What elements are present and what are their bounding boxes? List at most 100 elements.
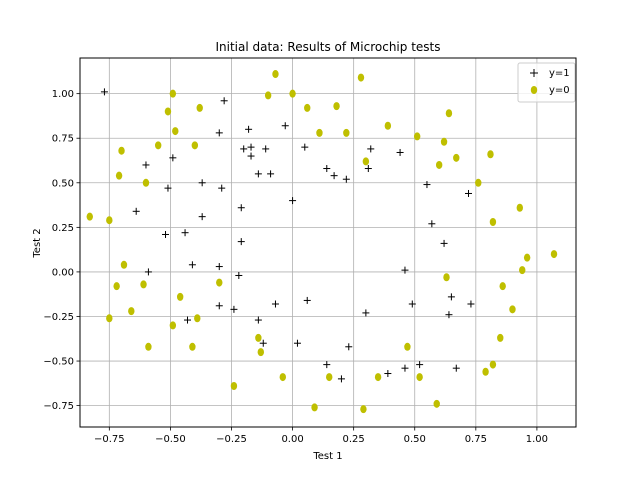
- y-tick-label: −0.25: [43, 312, 74, 323]
- data-point-y0: [445, 109, 453, 118]
- data-point-y1: [198, 179, 206, 187]
- data-point-y1: [447, 293, 455, 301]
- legend-marker-y0: [530, 86, 538, 94]
- data-point-y0: [106, 216, 113, 225]
- data-point-y1: [247, 152, 255, 160]
- series-y0: [86, 70, 558, 414]
- data-point-y0: [550, 250, 558, 259]
- data-point-y0: [230, 382, 238, 390]
- data-point-y0: [487, 150, 494, 159]
- data-point-y0: [172, 127, 179, 136]
- data-point-y0: [264, 91, 272, 100]
- x-tick-label: 1.00: [526, 434, 548, 445]
- y-tick-label: 0.00: [52, 267, 74, 278]
- data-point-y1: [247, 143, 255, 151]
- x-tick-label: 0.75: [465, 434, 487, 445]
- y-axis-ticks: −0.75 −0.50 −0.25 0.00 0.25 0.50 0.75 1.00: [43, 89, 80, 412]
- data-point-y1: [132, 207, 140, 215]
- x-axis-ticks: −0.75 −0.50 −0.25 0.00 0.25 0.50 0.75 1.00: [94, 427, 548, 445]
- data-point-y0: [443, 273, 450, 282]
- data-point-y0: [120, 260, 128, 269]
- data-point-y1: [364, 165, 372, 173]
- data-point-y1: [162, 230, 170, 238]
- data-point-y0: [453, 153, 460, 162]
- chart-title: Initial data: Results of Microchip tests: [216, 40, 441, 54]
- data-point-y0: [374, 373, 382, 382]
- data-point-y1: [218, 184, 226, 192]
- data-point-y1: [337, 375, 345, 383]
- data-point-y0: [304, 103, 311, 112]
- data-point-y0: [360, 405, 367, 414]
- data-point-y0: [519, 266, 526, 275]
- data-point-y1: [464, 189, 472, 197]
- legend: y=1 y=0: [517, 62, 576, 103]
- data-point-y0: [113, 282, 120, 291]
- data-point-y0: [362, 157, 370, 166]
- data-point-y1: [169, 154, 177, 162]
- data-point-y1: [259, 339, 267, 347]
- data-point-y1: [262, 145, 270, 153]
- data-point-y0: [118, 146, 125, 155]
- data-point-y0: [289, 89, 296, 98]
- data-point-y0: [523, 253, 531, 262]
- data-point-y1: [254, 316, 262, 324]
- data-point-y1: [293, 339, 301, 347]
- data-point-y1: [181, 229, 189, 237]
- data-point-y0: [191, 141, 199, 150]
- data-point-y1: [467, 300, 475, 308]
- data-point-y0: [145, 342, 152, 351]
- data-point-y1: [416, 361, 424, 369]
- data-point-y0: [189, 342, 196, 351]
- data-point-y0: [440, 137, 448, 146]
- data-point-y1: [240, 145, 248, 153]
- data-point-y1: [384, 370, 392, 378]
- data-point-y0: [316, 128, 323, 137]
- data-point-y0: [404, 342, 411, 351]
- data-point-y1: [164, 184, 172, 192]
- data-point-y0: [416, 373, 423, 382]
- y-tick-label: −0.50: [43, 357, 74, 368]
- data-point-y0: [169, 321, 177, 330]
- data-point-y0: [343, 128, 350, 137]
- x-tick-label: −0.50: [155, 434, 186, 445]
- data-point-y1: [303, 296, 311, 304]
- x-tick-label: 0.50: [404, 434, 426, 445]
- data-point-y1: [342, 175, 350, 183]
- data-point-y0: [169, 89, 177, 98]
- data-point-y0: [509, 305, 516, 314]
- data-point-y1: [271, 300, 279, 308]
- data-point-y0: [435, 160, 443, 169]
- data-point-y0: [497, 333, 504, 342]
- data-point-y1: [215, 263, 223, 271]
- data-point-y0: [164, 107, 172, 116]
- data-point-y0: [176, 292, 184, 301]
- y-tick-label: 0.50: [52, 178, 74, 189]
- data-point-y0: [499, 282, 506, 291]
- data-point-y1: [220, 97, 228, 105]
- data-point-y0: [482, 367, 489, 376]
- data-point-y0: [154, 141, 162, 150]
- data-point-y0: [489, 218, 497, 226]
- data-point-y1: [184, 316, 192, 324]
- data-point-y1: [452, 364, 460, 372]
- data-point-y0: [516, 203, 524, 212]
- data-point-y0: [115, 171, 123, 180]
- y-tick-label: −0.75: [43, 401, 74, 412]
- data-point-y1: [345, 343, 353, 351]
- data-point-y1: [237, 204, 245, 212]
- data-point-y0: [357, 73, 365, 82]
- data-point-y1: [445, 311, 453, 319]
- data-point-y1: [142, 161, 150, 169]
- data-point-y0: [196, 103, 203, 112]
- data-point-y1: [401, 364, 409, 372]
- x-tick-label: −0.75: [94, 434, 125, 445]
- data-point-y1: [144, 268, 152, 276]
- x-axis-label: Test 1: [312, 451, 342, 462]
- data-point-y0: [333, 102, 340, 111]
- data-point-y0: [413, 132, 421, 141]
- data-point-y1: [423, 181, 431, 189]
- x-tick-label: 0.00: [281, 434, 303, 445]
- data-point-y1: [100, 88, 108, 96]
- data-point-y1: [401, 266, 409, 274]
- data-point-y1: [323, 361, 331, 369]
